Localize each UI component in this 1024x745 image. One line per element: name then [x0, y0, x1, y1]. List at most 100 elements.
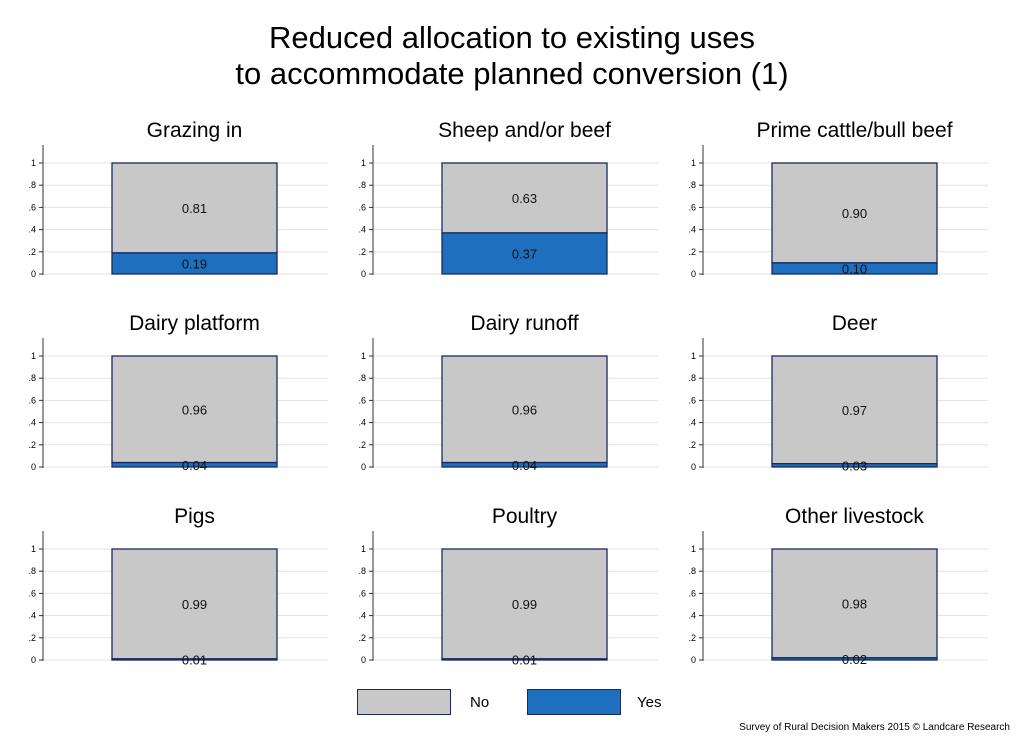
data-label-no-other-livestock: 0.98 [842, 596, 867, 611]
bar-yes-pigs [111, 658, 278, 661]
bar-no-dairy-platform [111, 355, 278, 464]
y-tick-label: .2 [688, 633, 696, 643]
data-label-no-dairy-platform: 0.96 [182, 402, 207, 417]
y-tick-label: .8 [358, 373, 366, 383]
data-label-yes-pigs: 0.01 [182, 652, 207, 667]
y-tick-label: 0 [361, 269, 366, 279]
y-tick-label: 1 [691, 544, 696, 554]
y-tick-label: .4 [688, 611, 696, 621]
y-tick-label: 0 [691, 269, 696, 279]
chart-title-line2: to accommodate planned conversion (1) [235, 56, 789, 91]
bar-yes-deer [771, 463, 938, 468]
y-tick-label: 0 [691, 462, 696, 472]
data-label-no-sheep-and-or-beef: 0.63 [512, 191, 537, 206]
y-tick-label: .4 [358, 225, 366, 235]
y-tick-label: 1 [31, 158, 36, 168]
y-tick-label: .2 [28, 633, 36, 643]
y-tick-label: .6 [358, 395, 366, 405]
data-label-yes-dairy-runoff: 0.04 [512, 458, 537, 473]
bar-no-sheep-and-or-beef [441, 162, 608, 234]
y-tick-label: .8 [28, 180, 36, 190]
y-tick-label: .2 [358, 633, 366, 643]
y-tick-label: 1 [691, 158, 696, 168]
bar-no-prime-cattle-bull-beef [771, 162, 938, 264]
y-tick-label: 0 [31, 269, 36, 279]
data-label-yes-sheep-and-or-beef: 0.37 [512, 246, 537, 261]
bar-no-grazing-in [111, 162, 278, 254]
y-tick-label: 0 [361, 462, 366, 472]
panel-title-sheep-and-or-beef: Sheep and/or beef [438, 119, 611, 142]
panel-title-prime-cattle-bull-beef: Prime cattle/bull beef [756, 119, 952, 142]
y-tick-label: .6 [688, 202, 696, 212]
panel-title-other-livestock: Other livestock [785, 505, 924, 528]
data-label-no-grazing-in: 0.81 [182, 201, 207, 216]
y-tick-label: .8 [688, 180, 696, 190]
y-tick-label: 0 [31, 655, 36, 665]
bar-no-pigs [111, 548, 278, 660]
panel-title-poultry: Poultry [492, 505, 558, 528]
bar-yes-sheep-and-or-beef [441, 232, 608, 275]
y-tick-label: .8 [28, 373, 36, 383]
y-tick-label: .8 [358, 180, 366, 190]
data-label-no-deer: 0.97 [842, 403, 867, 418]
legend-label-no: No [470, 694, 490, 711]
y-tick-label: .4 [688, 418, 696, 428]
y-tick-label: .6 [28, 588, 36, 598]
y-tick-label: 0 [361, 655, 366, 665]
data-label-no-poultry: 0.99 [512, 597, 537, 612]
y-tick-label: .4 [358, 611, 366, 621]
y-tick-label: .2 [358, 440, 366, 450]
y-tick-label: .2 [688, 440, 696, 450]
data-label-yes-deer: 0.03 [842, 458, 867, 473]
bar-yes-other-livestock [771, 657, 938, 661]
bar-no-deer [771, 355, 938, 465]
y-tick-label: 0 [691, 655, 696, 665]
y-tick-label: .2 [28, 440, 36, 450]
y-tick-label: 1 [31, 351, 36, 361]
y-tick-label: .8 [688, 373, 696, 383]
y-tick-label: .4 [28, 418, 36, 428]
bar-yes-poultry [441, 658, 608, 661]
y-tick-label: .2 [28, 247, 36, 257]
panel-title-pigs: Pigs [174, 505, 215, 528]
panel-title-grazing-in: Grazing in [147, 119, 243, 142]
y-tick-label: .2 [358, 247, 366, 257]
data-label-yes-prime-cattle-bull-beef: 0.10 [842, 261, 867, 276]
y-tick-label: .6 [358, 202, 366, 212]
legend-label-yes: Yes [637, 694, 662, 711]
y-tick-label: .6 [358, 588, 366, 598]
legend-swatch-yes [527, 689, 621, 715]
data-label-yes-poultry: 0.01 [512, 652, 537, 667]
legend-swatch-no [357, 689, 451, 715]
bar-yes-prime-cattle-bull-beef [771, 262, 938, 275]
y-tick-label: 1 [691, 351, 696, 361]
y-tick-label: 1 [361, 351, 366, 361]
bar-yes-dairy-platform [111, 461, 278, 468]
y-tick-label: .4 [28, 611, 36, 621]
bar-no-other-livestock [771, 548, 938, 659]
panel-title-dairy-platform: Dairy platform [129, 312, 260, 335]
data-label-no-prime-cattle-bull-beef: 0.90 [842, 206, 867, 221]
data-label-yes-dairy-platform: 0.04 [182, 458, 207, 473]
y-tick-label: .8 [358, 566, 366, 576]
data-label-yes-other-livestock: 0.02 [842, 652, 867, 667]
chart-title-line1: Reduced allocation to existing uses [269, 20, 755, 55]
bar-yes-grazing-in [111, 252, 278, 275]
y-tick-label: .8 [28, 566, 36, 576]
y-tick-label: .4 [358, 418, 366, 428]
data-label-no-pigs: 0.99 [182, 597, 207, 612]
bar-no-poultry [441, 548, 608, 660]
panel-title-dairy-runoff: Dairy runoff [470, 312, 578, 335]
credit-note: Survey of Rural Decision Makers 2015 © L… [739, 722, 1010, 733]
y-tick-label: .6 [28, 202, 36, 212]
y-tick-label: .2 [688, 247, 696, 257]
y-tick-label: 1 [31, 544, 36, 554]
y-tick-label: .4 [28, 225, 36, 235]
y-tick-label: 0 [31, 462, 36, 472]
y-tick-label: .6 [688, 588, 696, 598]
y-tick-label: 1 [361, 158, 366, 168]
y-tick-label: .8 [688, 566, 696, 576]
data-label-yes-grazing-in: 0.19 [182, 256, 207, 271]
y-tick-label: .4 [688, 225, 696, 235]
